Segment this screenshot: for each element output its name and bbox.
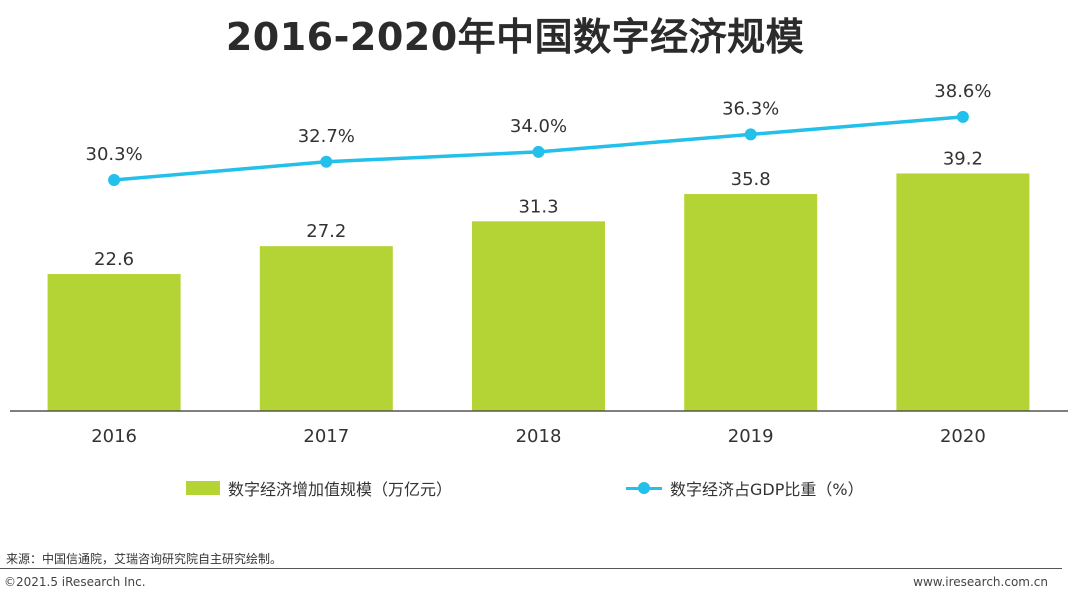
legend-line-swatch bbox=[626, 481, 662, 495]
line-series-group: 30.3% 32.7% 34.0% 36.3% 38.6% bbox=[86, 81, 991, 186]
line-point-2018 bbox=[532, 145, 545, 158]
x-tick-label-2018: 2018 bbox=[516, 426, 562, 447]
legend-item-bar: 数字经济增加值规模（万亿元） bbox=[186, 476, 452, 500]
source-note: 来源：中国信通院，艾瑞咨询研究院自主研究绘制。 bbox=[6, 552, 283, 566]
x-ticks-group: 2016 2017 2018 2019 2020 bbox=[91, 426, 986, 447]
line-point-2017 bbox=[320, 155, 333, 168]
legend-bar-label: 数字经济增加值规模（万亿元） bbox=[228, 480, 453, 499]
line-point-2020 bbox=[956, 110, 969, 123]
bar-value-label-2020: 39.2 bbox=[943, 148, 983, 169]
bar-value-label-2016: 22.6 bbox=[94, 249, 134, 270]
copyright-text: ©2021.5 iResearch Inc. bbox=[4, 575, 146, 589]
x-tick-label-2019: 2019 bbox=[728, 426, 774, 447]
line-value-label-2017: 32.7% bbox=[298, 126, 355, 147]
x-tick-label-2020: 2020 bbox=[940, 426, 986, 447]
bar-2018 bbox=[472, 221, 605, 411]
bars-group: 22.6 27.2 31.3 35.8 39.2 bbox=[47, 148, 1030, 411]
website-link[interactable]: www.iresearch.com.cn bbox=[913, 575, 1048, 589]
x-tick-label-2016: 2016 bbox=[91, 426, 137, 447]
legend-bar-swatch bbox=[186, 481, 220, 495]
line-point-2019 bbox=[744, 128, 757, 141]
line-value-label-2019: 36.3% bbox=[722, 98, 779, 119]
x-tick-label-2017: 2017 bbox=[303, 426, 349, 447]
bar-value-label-2019: 35.8 bbox=[731, 169, 771, 190]
chart-canvas: 22.6 27.2 31.3 35.8 39.2 30.3% 32.7% 34.0% 36.3… bbox=[10, 81, 1068, 447]
bar-2016 bbox=[47, 274, 181, 411]
legend-item-line: 数字经济占GDP比重（%） bbox=[626, 476, 864, 500]
line-value-label-2016: 30.3% bbox=[86, 144, 143, 165]
bar-value-label-2018: 31.3 bbox=[518, 196, 558, 217]
line-point-2016 bbox=[108, 174, 121, 186]
bar-2019 bbox=[684, 194, 818, 411]
bar-value-label-2017: 27.2 bbox=[306, 221, 346, 242]
bar-2017 bbox=[259, 246, 393, 411]
chart-title: 2016-2020年中国数字经济规模 bbox=[225, 15, 805, 59]
footer-divider bbox=[0, 568, 1062, 569]
line-value-label-2018: 34.0% bbox=[510, 116, 567, 137]
line-value-label-2020: 38.6% bbox=[934, 81, 991, 102]
bar-2020 bbox=[896, 173, 1030, 411]
legend-line-label: 数字经济占GDP比重（%） bbox=[670, 480, 864, 499]
